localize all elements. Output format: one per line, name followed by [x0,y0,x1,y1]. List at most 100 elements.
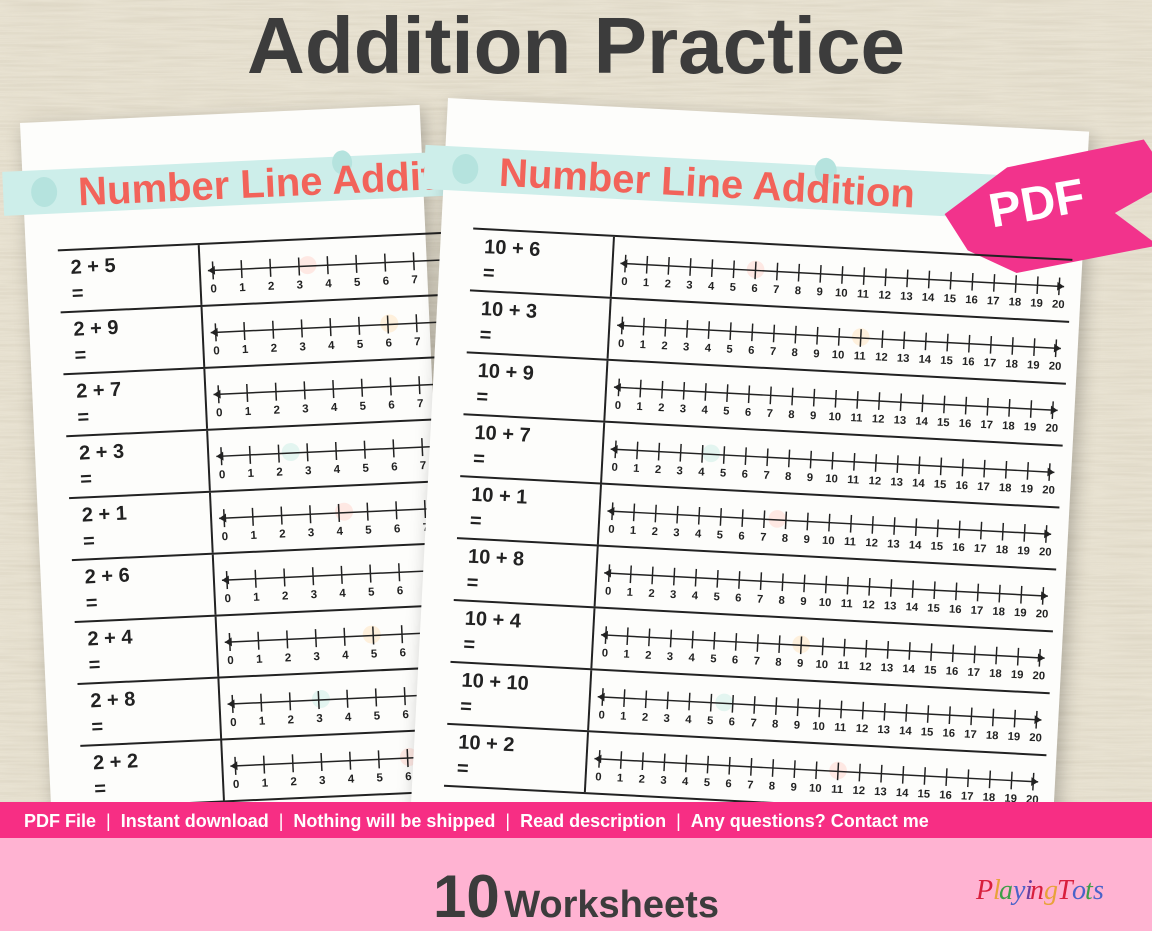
svg-text:13: 13 [884,600,897,613]
svg-text:7: 7 [753,655,760,667]
svg-text:4: 4 [698,466,706,478]
svg-text:3: 3 [310,589,317,601]
svg-text:18: 18 [986,730,999,743]
svg-text:8: 8 [775,657,782,669]
svg-text:17: 17 [970,605,983,618]
svg-text:11: 11 [841,598,854,611]
svg-text:8: 8 [772,718,779,730]
svg-text:3: 3 [680,403,687,415]
svg-text:4: 4 [691,590,699,602]
svg-text:19: 19 [1014,607,1027,620]
svg-text:2: 2 [290,776,297,788]
svg-text:0: 0 [222,531,229,543]
svg-text:5: 5 [376,772,384,784]
svg-text:4: 4 [348,773,356,785]
svg-text:o: o [1072,875,1086,906]
svg-text:6: 6 [741,469,748,481]
svg-text:11: 11 [834,722,847,735]
svg-text:3: 3 [313,651,320,663]
svg-text:5: 5 [359,401,367,413]
svg-text:19: 19 [1011,669,1024,682]
svg-text:10: 10 [832,349,845,362]
svg-text:11: 11 [831,784,844,797]
svg-text:5: 5 [726,344,733,356]
svg-text:5: 5 [371,648,379,660]
svg-text:4: 4 [704,342,712,354]
svg-text:4: 4 [339,588,347,600]
svg-text:18: 18 [992,606,1005,619]
svg-text:6: 6 [399,647,406,659]
svg-text:8: 8 [781,533,788,545]
svg-text:18: 18 [989,668,1002,681]
svg-text:19: 19 [1024,421,1037,434]
svg-text:3: 3 [670,589,677,601]
svg-text:6: 6 [738,530,745,542]
svg-text:13: 13 [897,352,910,365]
svg-text:14: 14 [922,292,936,305]
svg-text:5: 5 [703,777,710,789]
svg-text:0: 0 [621,276,628,288]
svg-text:4: 4 [342,650,350,662]
svg-text:0: 0 [601,647,608,659]
svg-text:11: 11 [850,412,863,425]
svg-text:18: 18 [1005,358,1018,371]
svg-text:13: 13 [893,414,906,427]
svg-text:4: 4 [325,278,333,290]
svg-text:3: 3 [316,713,323,725]
svg-text:0: 0 [595,771,602,783]
svg-text:14: 14 [915,416,929,429]
svg-text:20: 20 [1042,484,1055,497]
svg-text:7: 7 [763,470,770,482]
svg-text:3: 3 [299,341,306,353]
svg-text:9: 9 [793,720,800,732]
svg-text:s: s [1093,875,1104,906]
svg-text:g: g [1044,875,1058,906]
svg-text:6: 6 [748,345,755,357]
svg-text:16: 16 [942,727,955,740]
svg-text:11: 11 [844,536,857,549]
svg-text:6: 6 [397,585,404,597]
svg-text:4: 4 [328,340,336,352]
svg-text:9: 9 [813,348,820,360]
svg-text:20: 20 [1029,732,1042,745]
svg-text:1: 1 [261,777,269,789]
svg-text:1: 1 [245,406,253,418]
svg-text:11: 11 [857,288,870,301]
svg-text:2: 2 [655,464,662,476]
svg-text:3: 3 [667,651,674,663]
svg-text:3: 3 [683,341,690,353]
svg-text:0: 0 [618,338,625,350]
svg-text:2: 2 [285,652,292,664]
svg-text:9: 9 [803,534,810,546]
svg-text:18: 18 [995,544,1008,557]
svg-text:19: 19 [1020,483,1033,496]
svg-text:2: 2 [645,650,652,662]
svg-text:14: 14 [896,787,910,800]
svg-text:15: 15 [927,602,940,615]
svg-text:20: 20 [1052,299,1065,312]
svg-text:3: 3 [686,279,693,291]
svg-text:5: 5 [362,463,370,475]
svg-text:1: 1 [253,592,261,604]
svg-text:20: 20 [1048,360,1061,373]
svg-text:17: 17 [987,295,1000,308]
svg-text:5: 5 [357,339,365,351]
svg-text:13: 13 [874,786,887,799]
svg-text:2: 2 [282,590,289,602]
svg-text:14: 14 [918,354,932,367]
svg-text:6: 6 [728,716,735,728]
svg-text:2: 2 [268,281,275,293]
svg-text:17: 17 [964,729,977,742]
svg-text:13: 13 [900,291,913,304]
svg-text:8: 8 [794,285,801,297]
svg-text:20: 20 [1035,608,1048,621]
svg-text:13: 13 [880,662,893,675]
svg-text:17: 17 [967,667,980,680]
svg-text:20: 20 [1045,422,1058,435]
svg-text:9: 9 [800,596,807,608]
svg-text:6: 6 [751,283,758,295]
svg-text:17: 17 [974,543,987,556]
svg-text:2: 2 [648,588,655,600]
svg-text:12: 12 [875,351,888,364]
svg-text:7: 7 [750,717,757,729]
